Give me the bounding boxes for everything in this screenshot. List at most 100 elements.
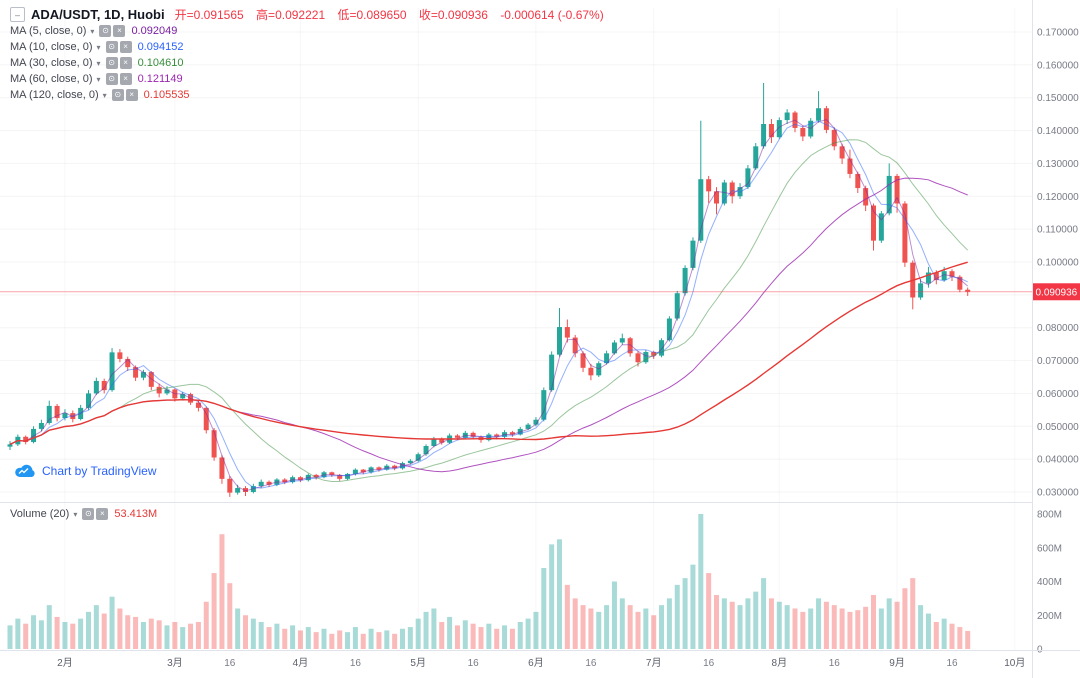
eye-icon[interactable]: ⊙ — [99, 25, 112, 37]
chevron-down-icon[interactable]: ▾ — [90, 26, 95, 36]
price-axis-label: 0.170000 — [1037, 28, 1079, 39]
price-axis-label: 0.130000 — [1037, 159, 1079, 170]
time-axis-label: 6月 — [528, 657, 544, 669]
chevron-down-icon[interactable]: ▾ — [96, 42, 101, 52]
time-axis-label: 16 — [829, 658, 841, 669]
ma-value: 0.094152 — [137, 41, 184, 53]
attribution-text: Chart by TradingView — [42, 464, 157, 478]
price-axis-label: 0.140000 — [1037, 126, 1079, 137]
volume-label: Volume (20) — [10, 508, 70, 520]
chevron-down-icon[interactable]: ▾ — [96, 74, 101, 84]
price-axis-label: 0.070000 — [1037, 356, 1079, 367]
symbol-row: – ADA/USDT, 1D, Huobi 开=0.091565 高=0.092… — [10, 6, 613, 23]
chevron-down-icon[interactable]: ▾ — [96, 58, 101, 68]
ma-row-5[interactable]: MA (5, close, 0) ▾ ⊙ × 0.092049 — [10, 23, 613, 39]
eye-icon[interactable]: ⊙ — [105, 41, 118, 53]
time-axis-label: 3月 — [167, 657, 183, 669]
time-axis-label: 16 — [703, 658, 715, 669]
symbol-title[interactable]: ADA/USDT, 1D, Huobi — [31, 7, 165, 22]
chart-legend: – ADA/USDT, 1D, Huobi 开=0.091565 高=0.092… — [10, 6, 613, 103]
eye-icon[interactable]: ⊙ — [111, 89, 124, 101]
time-axis-label: 4月 — [293, 657, 309, 669]
ma-value: 0.105535 — [143, 89, 190, 101]
volume-row[interactable]: Volume (20) ▾ ⊙ × 53.413M — [10, 506, 157, 522]
time-axis-label: 16 — [946, 658, 958, 669]
price-axis-label: 0.030000 — [1037, 487, 1079, 498]
ma-value: 0.104610 — [137, 57, 184, 69]
ma-line-10 — [9, 120, 968, 489]
eye-icon[interactable]: ⊙ — [105, 73, 118, 85]
time-axis-label: 7月 — [646, 657, 662, 669]
ma-label: MA (30, close, 0) — [10, 57, 93, 69]
current-price-tag — [1032, 283, 1080, 301]
tradingview-logo-icon — [15, 464, 35, 478]
volume-axis-label: 800M — [1037, 510, 1062, 521]
ma-label: MA (120, close, 0) — [10, 89, 99, 101]
grid-layer — [0, 8, 1032, 650]
price-axis-label: 0.060000 — [1037, 389, 1079, 400]
ohlc-values: 开=0.091565 高=0.092221 低=0.089650 收=0.090… — [175, 6, 613, 23]
time-axis-label: 9月 — [889, 657, 905, 669]
volume-value: 53.413M — [114, 508, 158, 520]
legend-toggle-icon[interactable]: – — [10, 7, 25, 22]
volume-legend: Volume (20) ▾ ⊙ × 53.413M — [10, 506, 157, 522]
chevron-down-icon[interactable]: ▾ — [102, 90, 107, 100]
time-axis-label: 10月 — [1004, 657, 1025, 669]
ma-label: MA (5, close, 0) — [10, 25, 87, 37]
price-axis-label: 0.110000 — [1037, 225, 1078, 236]
ma-line-60 — [9, 177, 968, 473]
time-axis-label: 16 — [585, 658, 597, 669]
open-value: 0.091565 — [193, 8, 244, 22]
current-price-tag-text: 0.090936 — [1036, 287, 1078, 298]
volume-axis-label: 200M — [1037, 611, 1062, 622]
volume-axis-label: 600M — [1037, 543, 1062, 554]
ma-value: 0.121149 — [137, 73, 183, 85]
price-axis-label: 0.040000 — [1037, 455, 1079, 466]
price-axis-label: 0.050000 — [1037, 422, 1079, 433]
ma-lines-layer — [9, 119, 969, 492]
close-icon[interactable]: × — [119, 41, 132, 53]
ma-row-60[interactable]: MA (60, close, 0) ▾ ⊙ × 0.121149 — [10, 71, 613, 87]
time-axis-label: 5月 — [410, 657, 426, 669]
candles-layer — [7, 82, 971, 497]
ma-value: 0.092049 — [131, 25, 178, 37]
time-axis-label: 16 — [468, 658, 480, 669]
open-label: 开= — [174, 8, 194, 22]
ma-label: MA (10, close, 0) — [10, 41, 93, 53]
close-icon[interactable]: × — [119, 73, 132, 85]
price-axis-label: 0.120000 — [1037, 192, 1079, 203]
ma-line-120 — [9, 261, 968, 446]
time-axis-label: 8月 — [772, 657, 788, 669]
close-icon[interactable]: × — [113, 25, 126, 37]
ma-row-120[interactable]: MA (120, close, 0) ▾ ⊙ × 0.105535 — [10, 87, 613, 103]
ma-row-10[interactable]: MA (10, close, 0) ▾ ⊙ × 0.094152 — [10, 39, 613, 55]
high-value: 0.092221 — [275, 8, 326, 22]
ma-legend-rows: MA (5, close, 0) ▾ ⊙ × 0.092049 MA (10, close… — [10, 23, 613, 103]
close-icon[interactable]: × — [119, 57, 132, 69]
price-axis-label: 0.160000 — [1037, 60, 1079, 71]
volume-axis-label: 400M — [1037, 577, 1062, 588]
volume-layer — [7, 514, 971, 649]
time-axis-label: 16 — [224, 658, 236, 669]
change-value: -0.000614 (-0.67%) — [500, 8, 604, 22]
price-axis-label: 0.100000 — [1037, 257, 1079, 268]
close-icon[interactable]: × — [125, 89, 138, 101]
high-label: 高= — [256, 8, 276, 22]
close-value: 0.090936 — [437, 8, 488, 22]
ma-line-30 — [9, 139, 969, 482]
ma-label: MA (60, close, 0) — [10, 73, 93, 85]
ma-line-5 — [9, 119, 969, 492]
close-label: 收= — [418, 8, 438, 22]
tradingview-attribution[interactable]: Chart by TradingView — [14, 464, 157, 478]
low-label: 低= — [337, 8, 357, 22]
price-axis-label: 0.080000 — [1037, 323, 1079, 334]
time-axis-label: 16 — [350, 658, 362, 669]
close-icon[interactable]: × — [96, 508, 109, 520]
chevron-down-icon[interactable]: ▾ — [73, 509, 78, 519]
eye-icon[interactable]: ⊙ — [105, 57, 118, 69]
eye-icon[interactable]: ⊙ — [82, 508, 95, 520]
ma-row-30[interactable]: MA (30, close, 0) ▾ ⊙ × 0.104610 — [10, 55, 613, 71]
